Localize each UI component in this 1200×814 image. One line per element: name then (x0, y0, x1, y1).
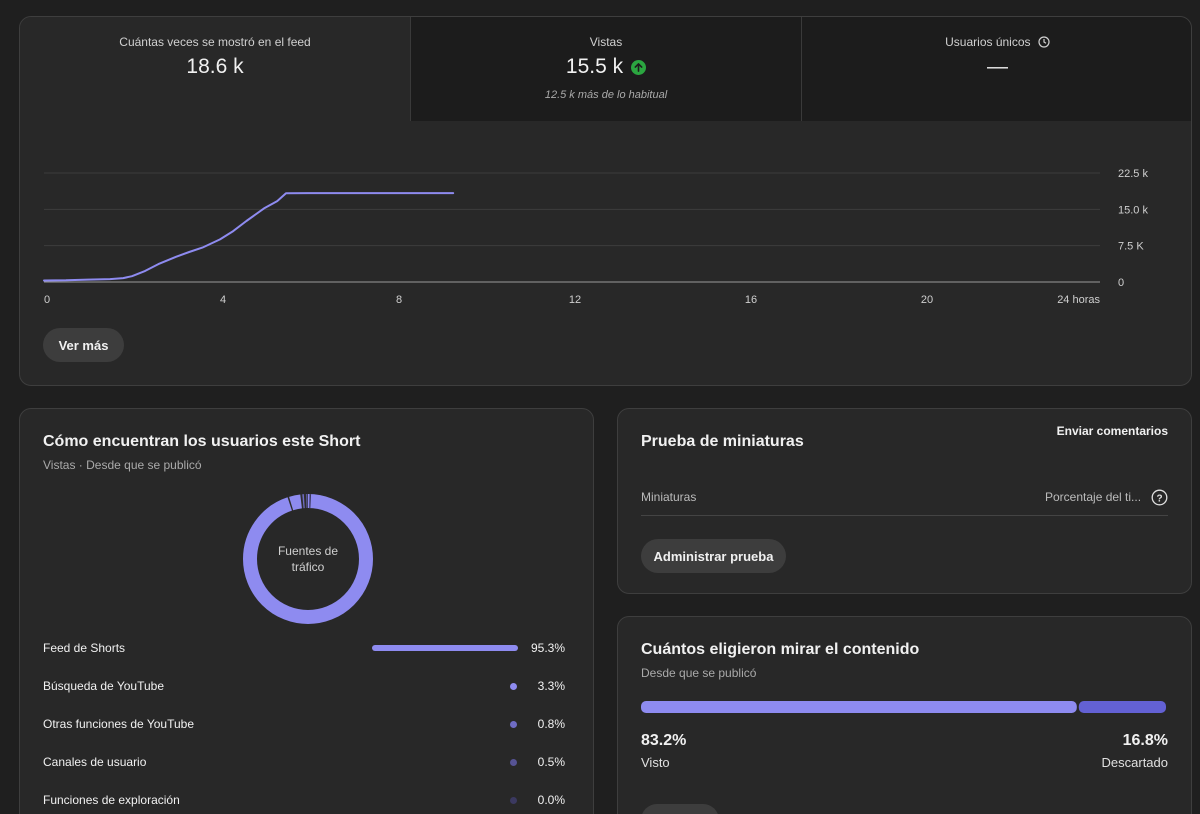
realtime-card: Cuántas veces se mostró en el feed 18.6 … (19, 16, 1192, 386)
metric-value: 18.6 k (20, 55, 410, 79)
skipped-segment[interactable] (1078, 701, 1166, 713)
traffic-source-row[interactable]: Funciones de exploración 0.0% (43, 793, 565, 813)
metric-sub: 12.5 k más de lo habitual (544, 89, 668, 101)
source-dot (510, 721, 517, 728)
source-pct: 95.3% (530, 641, 565, 655)
y-tick-label: 22.5 k (1118, 168, 1148, 180)
traffic-source-row[interactable]: Búsqueda de YouTube 3.3% (43, 679, 565, 699)
skipped-pct: 16.8% (1122, 732, 1168, 749)
metric-label-text: Usuarios únicos (945, 35, 1031, 49)
watched-label: Visto (641, 755, 670, 770)
ver-mas-button[interactable]: Ver más (43, 328, 124, 362)
donut-label-line-2: tráfico (291, 560, 325, 574)
metric-value-text: 15.5 k (565, 55, 624, 78)
x-tick-label: 20 (921, 294, 933, 306)
source-dot (510, 759, 517, 766)
divider (641, 515, 1168, 516)
x-tick-label: 16 (745, 294, 757, 306)
traffic-donut-chart (242, 493, 374, 625)
source-name: Búsqueda de YouTube (43, 679, 165, 693)
watched-vs-skipped-card: Cuántos eligieron mirar el contenido Des… (617, 616, 1192, 814)
watch-title: Cuántos eligieron mirar el contenido (641, 641, 920, 658)
watch-more-button[interactable] (641, 804, 719, 814)
traffic-title: Cómo encuentran los usuarios este Short (43, 433, 361, 450)
metric-label: Cuántas veces se mostró en el feed (119, 35, 311, 49)
source-dot (510, 797, 517, 804)
donut-label-line-1: Fuentes de (277, 544, 339, 558)
percentage-column-label[interactable]: Porcentaje del ti... (1045, 490, 1142, 504)
arrow-up-icon (631, 59, 647, 75)
y-tick-label: 7.5 K (1118, 241, 1144, 253)
source-pct: 0.8% (537, 717, 565, 731)
send-feedback-link[interactable]: Enviar comentarios (1056, 424, 1168, 438)
clock-icon (1038, 36, 1050, 48)
metrics-row: Cuántas veces se mostró en el feed 18.6 … (20, 17, 1191, 121)
watched-segment[interactable] (641, 701, 1077, 713)
metric-impressions[interactable]: Cuántas veces se mostró en el feed 18.6 … (20, 17, 410, 121)
metric-label: Vistas (589, 35, 623, 49)
source-name: Canales de usuario (43, 755, 147, 769)
thumbnail-test-card: Prueba de miniaturas Enviar comentarios … (617, 408, 1192, 594)
x-tick-label: 0 (44, 294, 50, 306)
traffic-source-row[interactable]: Feed de Shorts 95.3% (43, 641, 565, 661)
donut-label: Fuentes de tráfico (262, 543, 354, 575)
watched-pct: 83.2% (641, 732, 687, 749)
y-tick-label: 15.0 k (1118, 204, 1148, 216)
traffic-subtitle: Vistas · Desde que se publicó (43, 458, 202, 472)
metric-unique-users[interactable]: Usuarios únicos — (802, 17, 1191, 121)
series-line-views[interactable] (43, 192, 455, 282)
x-tick-label: 8 (396, 294, 402, 306)
watch-subtitle: Desde que se publicó (641, 666, 757, 680)
donut-segment[interactable] (243, 494, 373, 624)
manage-test-button[interactable]: Administrar prueba (641, 539, 786, 573)
source-pct: 3.3% (537, 679, 565, 693)
traffic-source-row[interactable]: Canales de usuario 0.5% (43, 755, 565, 775)
watch-split-bar (641, 701, 1166, 713)
y-tick-label: 0 (1118, 277, 1124, 289)
metric-value: — (802, 55, 1191, 79)
metric-value: 15.5 k (411, 55, 801, 79)
thumbnails-column-label: Miniaturas (641, 490, 697, 504)
donut-segment[interactable] (243, 494, 373, 624)
views-line-chart: 0 7.5 K 15.0 k 22.5 k 0 4 8 12 16 20 24 horas (43, 168, 1148, 306)
source-pct: 0.5% (537, 755, 565, 769)
traffic-sources-card: Cómo encuentran los usuarios este Short … (19, 408, 594, 814)
x-tick-label: 4 (220, 294, 226, 306)
svg-text:?: ? (1156, 493, 1162, 504)
x-tick-label: 12 (569, 294, 581, 306)
source-dot (510, 683, 517, 690)
x-tick-label: 24 horas (1057, 294, 1100, 306)
source-name: Funciones de exploración (43, 793, 180, 807)
metric-views[interactable]: Vistas 15.5 k 12.5 k más de lo habitual (410, 17, 802, 121)
traffic-source-row[interactable]: Otras funciones de YouTube 0.8% (43, 717, 565, 737)
metric-label: Usuarios únicos (802, 35, 1191, 49)
source-name: Feed de Shorts (43, 641, 126, 655)
thumbnail-title: Prueba de miniaturas (641, 433, 804, 450)
help-icon[interactable]: ? (1151, 489, 1168, 506)
metric-value-text: 18.6 k (186, 55, 244, 78)
source-bar (372, 645, 518, 651)
skipped-label: Descartado (1101, 755, 1168, 770)
metric-value-text: — (987, 55, 1008, 78)
source-name: Otras funciones de YouTube (43, 717, 194, 731)
donut-segment[interactable] (242, 493, 374, 625)
source-pct: 0.0% (537, 793, 565, 807)
